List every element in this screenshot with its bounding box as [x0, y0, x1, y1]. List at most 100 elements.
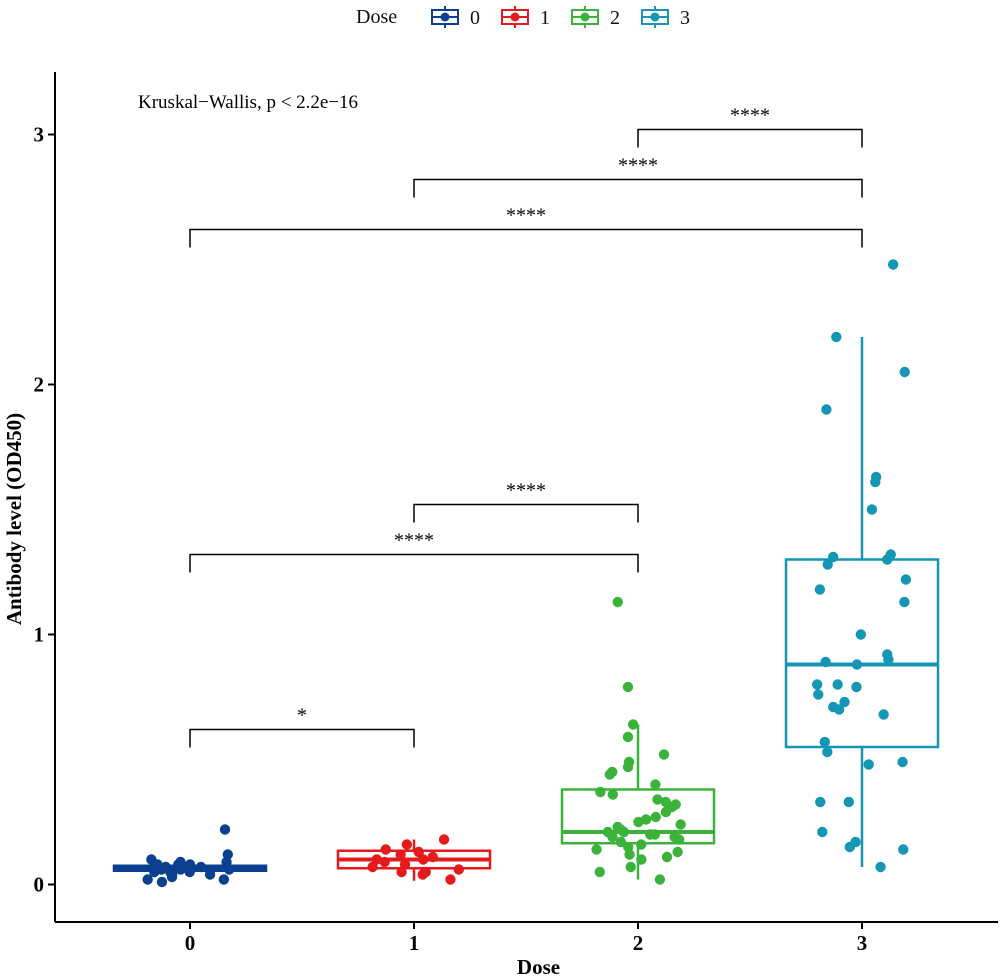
data-point-dose-2 — [650, 811, 661, 823]
legend-key-1 — [501, 6, 529, 28]
data-point-dose-2 — [633, 816, 644, 828]
significance-label: **** — [618, 155, 658, 177]
data-point-dose-3 — [814, 584, 826, 595]
data-point-dose-1 — [438, 834, 450, 845]
significance-label: **** — [394, 530, 434, 552]
data-point-dose-3 — [813, 689, 824, 700]
data-point-dose-2 — [622, 681, 634, 693]
kruskal-wallis-annotation: Kruskal−Wallis, p < 2.2e−16 — [138, 92, 358, 113]
data-point-dose-0 — [184, 859, 196, 870]
box-iqr — [784, 558, 940, 749]
data-point-dose-2 — [591, 844, 602, 855]
data-point-dose-2 — [636, 839, 647, 850]
bracket-line — [189, 228, 863, 248]
comparison-bracket: **** — [637, 105, 863, 148]
data-point-dose-1 — [367, 861, 378, 873]
bracket-line — [637, 128, 863, 148]
y-tick-label: 2 — [34, 373, 45, 397]
data-point-dose-2 — [649, 829, 661, 840]
data-point-dose-2 — [594, 866, 605, 878]
data-point-dose-2 — [612, 596, 623, 608]
data-point-dose-3 — [897, 756, 908, 768]
comparison-bracket: * — [189, 705, 415, 748]
x-tick-label: 0 — [185, 931, 196, 955]
data-point-dose-2 — [672, 846, 683, 858]
legend-label-2: 2 — [610, 7, 620, 29]
data-point-dose-2 — [595, 786, 606, 798]
legend-title: Dose — [356, 6, 398, 28]
data-point-dose-2 — [604, 769, 616, 780]
significance-label: **** — [730, 105, 770, 127]
data-point-dose-0 — [195, 861, 207, 873]
data-point-dose-0 — [219, 824, 231, 835]
data-point-dose-2 — [622, 761, 634, 773]
legend-label-3: 3 — [680, 7, 690, 29]
data-point-dose-2 — [636, 854, 647, 865]
legend-key-2 — [571, 6, 599, 28]
data-point-dose-3 — [822, 746, 833, 758]
data-point-dose-2 — [654, 874, 666, 885]
data-point-dose-0 — [149, 866, 160, 878]
data-point-dose-2 — [625, 861, 636, 873]
data-point-dose-1 — [413, 846, 424, 858]
bracket-line — [413, 503, 639, 523]
data-point-dose-2 — [661, 851, 673, 863]
comparison-bracket: **** — [413, 155, 863, 198]
legend-key-3 — [641, 6, 669, 28]
box-iqr — [560, 788, 716, 845]
data-point-dose-3 — [821, 404, 832, 415]
data-point-dose-1 — [380, 844, 391, 855]
data-point-dose-3 — [900, 574, 912, 585]
data-point-dose-1 — [427, 851, 439, 863]
data-point-dose-3 — [822, 559, 833, 570]
data-point-dose-3 — [811, 679, 823, 690]
legend-point — [510, 12, 520, 22]
y-tick-label: 3 — [34, 123, 45, 147]
data-point-dose-3 — [882, 554, 893, 565]
comparison-bracket: **** — [189, 530, 639, 573]
data-point-dose-2 — [624, 849, 635, 860]
data-point-dose-2 — [618, 826, 630, 838]
data-point-dose-3 — [863, 759, 874, 770]
legend-point — [440, 12, 450, 22]
legend: Dose 0 1 2 3 — [0, 0, 1000, 40]
data-point-dose-3 — [899, 596, 910, 608]
data-point-dose-3 — [832, 679, 843, 690]
data-point-dose-0 — [184, 866, 195, 878]
significance-label: **** — [506, 480, 546, 502]
data-point-dose-3 — [851, 681, 862, 693]
data-point-dose-2 — [673, 834, 685, 845]
data-point-dose-2 — [675, 819, 686, 830]
data-point-dose-0 — [175, 864, 186, 875]
bracket-line — [189, 553, 639, 573]
data-point-dose-3 — [820, 656, 831, 668]
data-point-dose-2 — [652, 794, 663, 805]
data-point-dose-1 — [396, 866, 407, 878]
x-tick-label: 2 — [633, 931, 644, 955]
data-point-dose-0 — [166, 871, 178, 883]
significance-label: **** — [506, 205, 546, 227]
legend-label-1: 1 — [540, 7, 550, 29]
legend-point — [580, 12, 590, 22]
data-point-dose-3 — [883, 654, 894, 665]
comparison-bracket: **** — [189, 205, 863, 248]
data-point-dose-1 — [379, 856, 390, 868]
data-point-dose-2 — [627, 719, 639, 730]
data-point-dose-0 — [218, 874, 230, 885]
data-point-dose-3 — [817, 826, 828, 838]
data-point-dose-2 — [622, 731, 634, 743]
data-point-dose-3 — [833, 704, 845, 715]
data-point-dose-1 — [453, 864, 464, 875]
data-point-dose-1 — [418, 854, 429, 865]
data-point-dose-3 — [827, 551, 839, 563]
data-point-dose-2 — [607, 789, 619, 800]
data-point-dose-1 — [401, 839, 413, 850]
box-group-3 — [784, 337, 940, 867]
data-point-dose-2 — [650, 779, 661, 790]
bracket-line — [189, 728, 415, 748]
data-point-dose-3 — [899, 366, 910, 378]
data-point-dose-2 — [660, 806, 672, 818]
x-tick-label: 3 — [857, 931, 868, 955]
data-point-dose-3 — [831, 331, 842, 343]
